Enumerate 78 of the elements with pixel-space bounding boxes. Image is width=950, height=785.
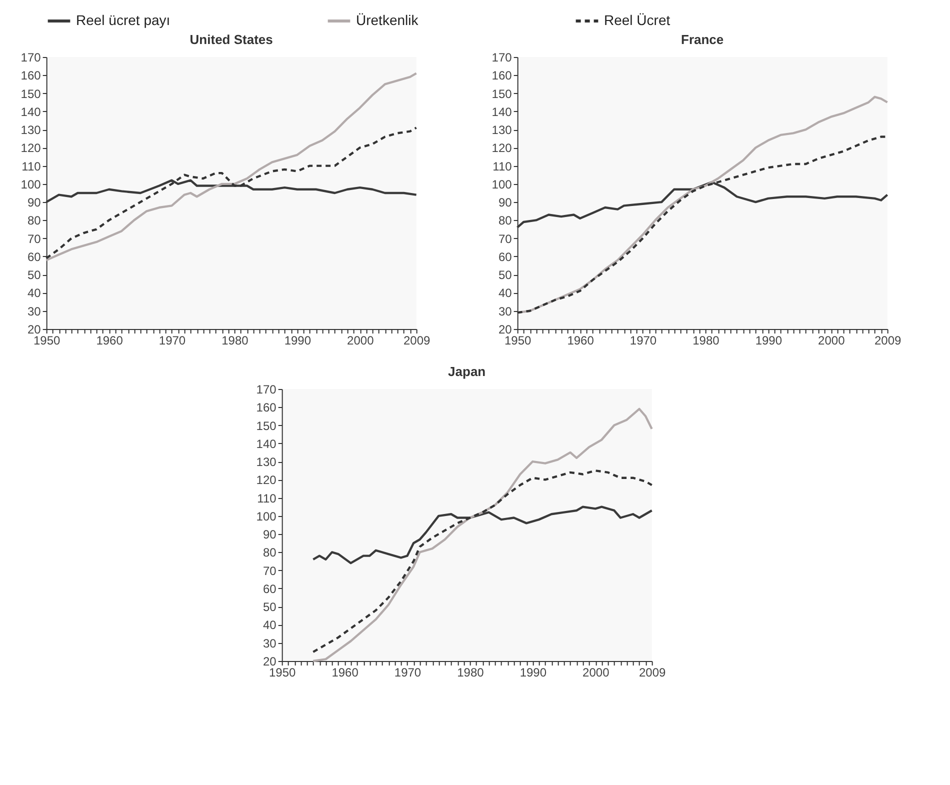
y-tick-label: 150 <box>492 86 512 101</box>
x-tick-label: 1990 <box>520 666 547 680</box>
x-tick-label: 1970 <box>630 334 657 348</box>
y-tick-label: 40 <box>498 286 512 300</box>
y-tick-label: 20 <box>27 322 42 336</box>
x-tick-label: 1980 <box>222 334 249 348</box>
x-tick-label: 2009 <box>638 666 666 680</box>
y-tick-label: 40 <box>27 286 42 300</box>
x-tick-label: 1960 <box>567 334 594 348</box>
y-tick-label: 170 <box>492 50 512 64</box>
x-tick-label: 1960 <box>96 334 124 348</box>
x-tick-label: 2000 <box>818 334 846 348</box>
y-tick-label: 40 <box>262 618 277 632</box>
y-tick-label: 110 <box>257 491 277 506</box>
y-tick-label: 70 <box>27 232 42 246</box>
y-tick-label: 30 <box>262 636 277 650</box>
y-tick-label: 80 <box>262 546 277 560</box>
y-tick-label: 120 <box>20 141 42 156</box>
line-series <box>312 470 653 654</box>
chart-title: United States <box>190 32 273 47</box>
y-tick-label: 80 <box>27 214 42 228</box>
line-series <box>312 408 653 662</box>
x-tick-label: 2009 <box>874 334 902 348</box>
chart-title: Japan <box>448 364 486 379</box>
y-tick-label: 50 <box>498 268 512 282</box>
legend-label: Üretkenlik <box>356 12 420 28</box>
y-tick-label: 170 <box>20 50 42 64</box>
x-tick-label: 1990 <box>755 334 782 348</box>
x-tick-label: 1970 <box>158 334 186 348</box>
y-tick-label: 90 <box>498 196 512 210</box>
x-tick-label: 1990 <box>284 334 312 348</box>
x-tick-label: 1980 <box>457 666 484 680</box>
y-tick-label: 100 <box>256 509 277 524</box>
y-tick-label: 70 <box>262 564 277 578</box>
y-tick-label: 60 <box>27 250 42 264</box>
x-tick-label: 1970 <box>394 666 422 680</box>
y-tick-label: 130 <box>492 123 512 138</box>
y-tick-label: 110 <box>22 159 42 174</box>
y-tick-label: 130 <box>20 123 42 138</box>
y-tick-label: 150 <box>256 418 277 433</box>
x-tick-label: 2009 <box>403 334 430 348</box>
y-tick-label: 30 <box>498 304 512 318</box>
y-tick-label: 160 <box>256 400 277 415</box>
y-tick-label: 90 <box>27 196 42 210</box>
y-tick-label: 110 <box>492 159 512 174</box>
y-tick-label: 140 <box>492 104 512 119</box>
y-tick-label: 100 <box>492 177 512 192</box>
chart-title: France <box>681 32 724 47</box>
y-tick-label: 80 <box>498 214 512 228</box>
legend-label: Reel ücret payı <box>76 12 170 28</box>
y-tick-label: 30 <box>27 304 42 318</box>
x-tick-label: 1950 <box>268 666 296 680</box>
y-tick-label: 60 <box>498 250 512 264</box>
x-tick-label: 2000 <box>582 666 610 680</box>
y-tick-label: 160 <box>20 68 42 83</box>
y-tick-label: 50 <box>262 600 277 614</box>
line-series <box>45 72 418 262</box>
x-tick-label: 2000 <box>347 334 374 348</box>
y-tick-label: 70 <box>498 232 512 246</box>
y-tick-label: 140 <box>20 104 42 119</box>
y-tick-label: 150 <box>20 86 42 101</box>
y-tick-label: 100 <box>20 177 42 192</box>
y-tick-label: 170 <box>256 382 277 396</box>
x-tick-label: 1950 <box>33 334 60 348</box>
y-tick-label: 160 <box>492 68 512 83</box>
y-tick-label: 140 <box>256 436 277 451</box>
y-tick-label: 20 <box>498 322 512 336</box>
y-tick-label: 20 <box>262 654 277 668</box>
y-tick-label: 50 <box>27 268 42 282</box>
x-tick-label: 1980 <box>692 334 720 348</box>
y-tick-label: 130 <box>256 455 277 470</box>
x-tick-label: 1950 <box>504 334 532 348</box>
y-tick-label: 60 <box>262 582 277 596</box>
legend-label: Reel Ücret <box>604 12 670 28</box>
y-tick-label: 120 <box>492 141 512 156</box>
x-tick-label: 1960 <box>332 666 359 680</box>
y-tick-label: 120 <box>256 473 277 488</box>
y-tick-label: 90 <box>262 528 277 542</box>
